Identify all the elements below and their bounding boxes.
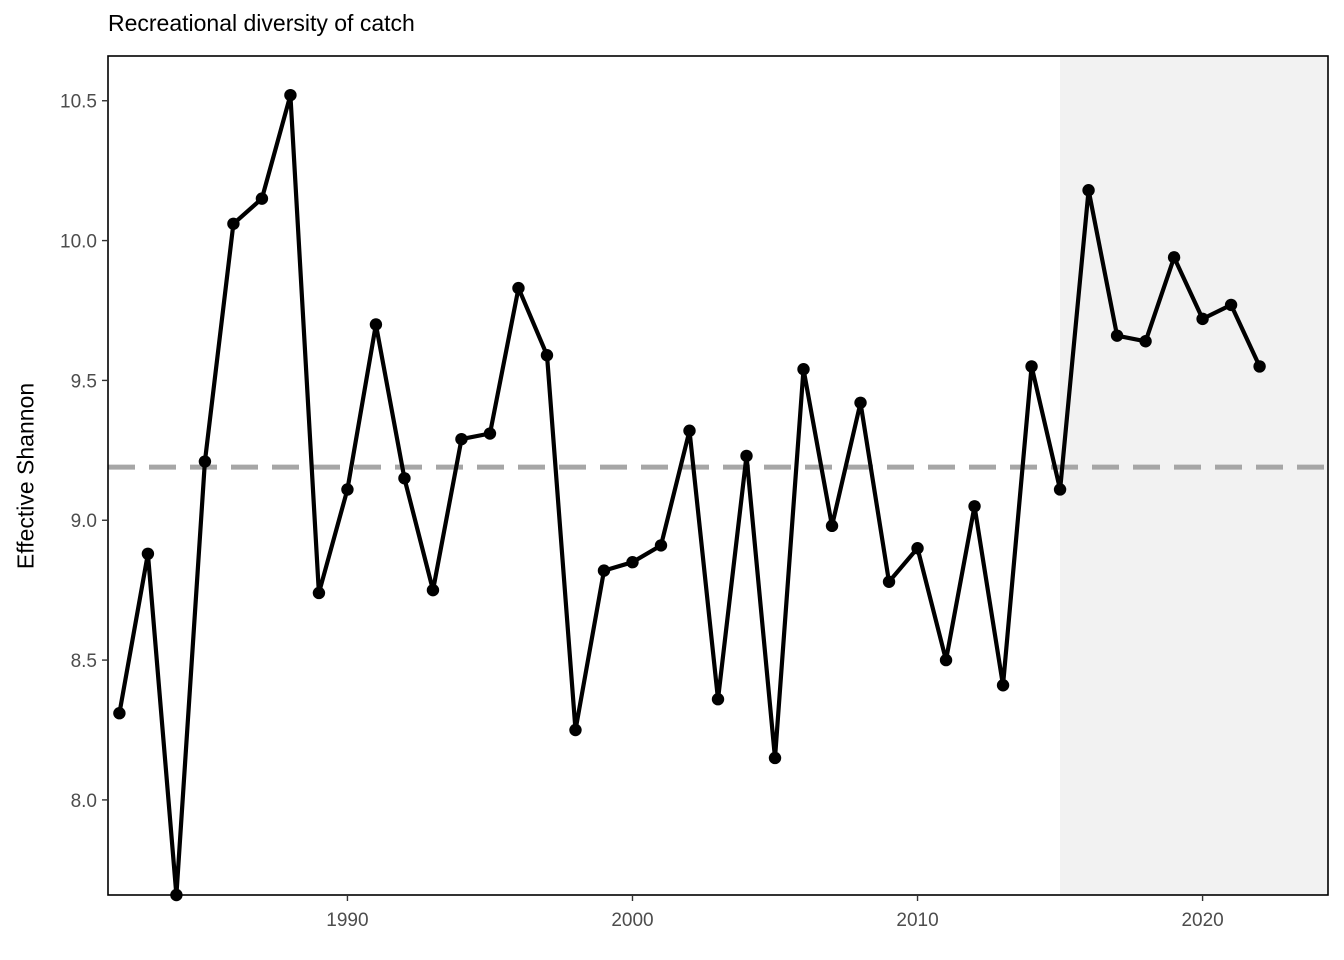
data-point xyxy=(1110,329,1124,342)
data-point xyxy=(711,693,725,706)
data-point xyxy=(1224,298,1238,312)
y-tick-label: 10.5 xyxy=(60,92,97,113)
y-tick-label: 10.0 xyxy=(60,232,97,253)
data-point xyxy=(1167,251,1181,264)
plot-panel-border xyxy=(107,55,1329,896)
data-point xyxy=(1139,335,1152,348)
data-point xyxy=(654,539,668,552)
data-point xyxy=(369,318,383,331)
data-point xyxy=(483,427,497,440)
data-point xyxy=(996,679,1010,692)
data-point xyxy=(740,449,753,463)
data-point xyxy=(1053,483,1067,496)
data-point xyxy=(1253,360,1266,373)
data-point xyxy=(540,349,554,362)
data-point xyxy=(512,281,525,295)
data-point xyxy=(113,707,126,720)
data-point xyxy=(455,432,468,446)
data-point xyxy=(1025,360,1038,373)
data-point xyxy=(141,547,155,561)
data-point xyxy=(797,363,810,376)
x-tick-label: 1990 xyxy=(326,910,368,931)
x-tick-label: 2020 xyxy=(1181,910,1223,931)
data-point xyxy=(227,217,240,230)
x-tick-label: 2000 xyxy=(611,910,653,931)
x-tick-label: 2010 xyxy=(896,910,938,931)
data-point xyxy=(911,542,924,555)
y-tick-label: 9.0 xyxy=(71,511,97,532)
data-point xyxy=(939,653,953,667)
y-tick-label: 9.5 xyxy=(71,371,97,392)
data-point xyxy=(312,586,326,600)
projection-shaded-region xyxy=(1060,56,1328,895)
data-point xyxy=(341,483,354,496)
data-point xyxy=(968,500,981,513)
data-point xyxy=(854,396,867,409)
data-point xyxy=(1196,312,1209,326)
y-axis: 8.0 8.5 9.0 9.5 10.0 10.5 xyxy=(60,92,108,812)
data-point xyxy=(683,424,696,437)
data-point xyxy=(569,723,582,737)
data-point xyxy=(825,519,839,533)
data-point xyxy=(597,564,611,577)
data-point xyxy=(284,88,297,102)
data-point xyxy=(768,751,782,765)
data-point xyxy=(198,455,212,468)
x-axis: 1990 2000 2010 2020 xyxy=(326,895,1224,931)
data-point xyxy=(255,192,269,205)
y-tick-label: 8.5 xyxy=(71,651,97,672)
data-point xyxy=(1082,184,1095,197)
data-point xyxy=(426,583,440,597)
chart-title: Recreational diversity of catch xyxy=(108,10,415,36)
data-point xyxy=(882,575,896,588)
y-tick-label: 8.0 xyxy=(71,791,97,812)
data-point xyxy=(398,472,411,485)
data-point xyxy=(626,555,639,569)
